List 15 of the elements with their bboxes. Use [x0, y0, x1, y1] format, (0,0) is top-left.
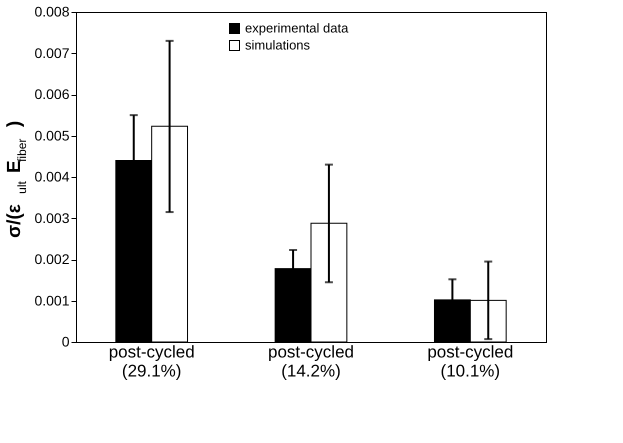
y-tick-label: 0.002: [34, 251, 70, 267]
y-tick-label: 0.007: [34, 44, 70, 61]
y-tick-label: 0.003: [34, 210, 70, 226]
x-tick-label: post-cycled (29.1%): [108, 342, 195, 380]
y-tick-label: 0: [62, 334, 70, 350]
legend-label: simulations: [245, 38, 311, 52]
x-tick-label: post-cycled (14.2%): [268, 342, 354, 380]
y-tick-label: 0.006: [34, 86, 70, 102]
y-tick-label: 0.001: [34, 292, 70, 308]
y-tick-label: 0.008: [34, 4, 70, 20]
y-axis-title: σ/(εultEfiber): [4, 120, 29, 238]
y-tick-label: 0.004: [34, 168, 70, 184]
legend-label: experimental data: [245, 20, 350, 36]
x-tick-label: post-cycled (10.1%): [427, 342, 514, 380]
y-tick-label: 0.005: [34, 127, 70, 144]
